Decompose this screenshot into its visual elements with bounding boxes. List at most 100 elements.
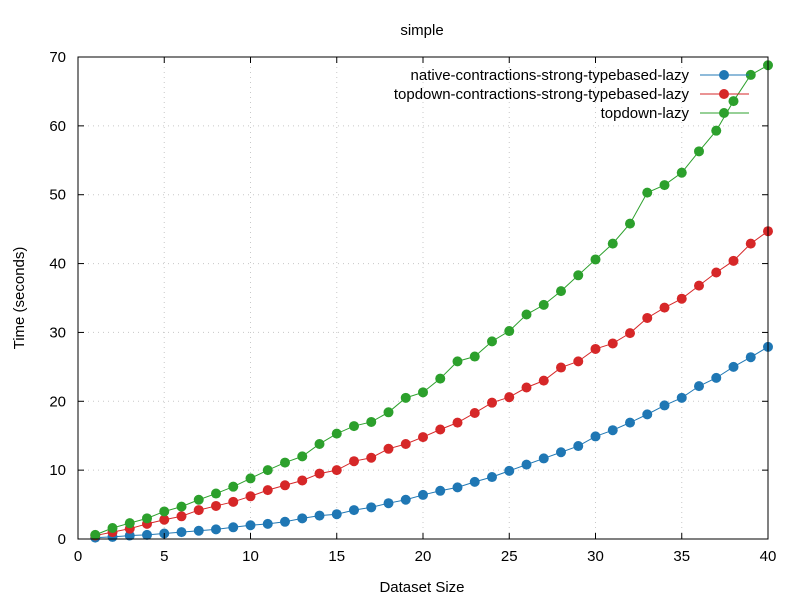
- data-point: [159, 506, 170, 517]
- data-point: [469, 407, 480, 418]
- data-point: [625, 218, 635, 229]
- data-point: [435, 485, 446, 496]
- y-tick-label: 20: [49, 393, 66, 410]
- data-point: [228, 496, 239, 507]
- data-point: [487, 336, 497, 347]
- data-point: [418, 432, 428, 443]
- data-point: [211, 500, 221, 511]
- data-point: [728, 255, 739, 266]
- y-tick-label: 60: [49, 118, 66, 135]
- x-tick-label: 0: [74, 548, 82, 565]
- data-point: [504, 326, 515, 337]
- grid-lines: [78, 57, 768, 539]
- data-point: [659, 180, 670, 191]
- data-point: [504, 392, 515, 403]
- data-point: [176, 501, 187, 512]
- data-point: [711, 125, 722, 136]
- data-point: [694, 280, 704, 291]
- data-point: [297, 513, 308, 524]
- data-point: [625, 328, 635, 339]
- data-point: [193, 494, 204, 505]
- data-point: [245, 491, 256, 502]
- x-tick-label: 20: [415, 548, 432, 565]
- data-point: [262, 485, 273, 496]
- series-line: [95, 230, 769, 537]
- data-point: [331, 465, 342, 476]
- y-tick-label: 10: [49, 462, 66, 479]
- data-point: [590, 431, 601, 442]
- data-point: [556, 362, 566, 373]
- data-point: [400, 494, 411, 505]
- data-point: [504, 465, 515, 476]
- data-point: [538, 375, 549, 386]
- data-point: [142, 529, 152, 540]
- data-point: [383, 498, 394, 509]
- data-point: [435, 373, 446, 384]
- data-point: [435, 424, 446, 435]
- y-tick-label: 50: [49, 187, 66, 204]
- data-point: [607, 338, 618, 349]
- data-point: [142, 513, 152, 524]
- x-tick-label: 15: [328, 548, 345, 565]
- data-point: [538, 453, 549, 464]
- data-point: [452, 356, 463, 367]
- data-point: [659, 400, 670, 411]
- x-tick-label: 30: [587, 548, 604, 565]
- data-point: [314, 510, 325, 521]
- data-point: [297, 451, 308, 462]
- legend-label: topdown-contractions-strong-typebased-la…: [394, 86, 690, 103]
- x-tick-label: 10: [242, 548, 259, 565]
- series-3: [90, 60, 773, 540]
- data-point: [383, 407, 394, 418]
- data-point: [728, 96, 739, 107]
- data-point: [314, 468, 325, 479]
- data-point: [573, 356, 584, 367]
- y-tick-label: 0: [58, 531, 66, 548]
- legend-marker: [719, 70, 729, 80]
- data-point: [694, 381, 704, 392]
- data-point: [228, 522, 239, 533]
- data-point: [262, 465, 273, 476]
- data-point: [469, 351, 480, 362]
- data-point: [280, 480, 290, 491]
- data-point: [193, 525, 204, 536]
- data-point: [728, 361, 739, 372]
- data-point: [573, 441, 584, 452]
- data-point: [556, 447, 566, 458]
- data-point: [659, 302, 670, 313]
- x-tick-label: 25: [501, 548, 518, 565]
- series-2: [90, 226, 773, 541]
- plot-series: [90, 60, 773, 543]
- data-point: [245, 520, 256, 531]
- data-point: [418, 387, 428, 398]
- data-point: [383, 443, 394, 454]
- legend-item: topdown-contractions-strong-typebased-la…: [394, 86, 749, 103]
- legend-item: native-contractions-strong-typebased-laz…: [411, 67, 749, 84]
- data-point: [418, 489, 428, 500]
- data-point: [349, 456, 359, 467]
- data-point: [90, 529, 101, 540]
- data-point: [487, 472, 497, 483]
- chart-title: simple: [400, 22, 443, 39]
- y-tick-label: 40: [49, 256, 66, 273]
- data-point: [159, 514, 170, 525]
- data-point: [745, 238, 756, 249]
- data-point: [573, 270, 584, 281]
- data-point: [366, 452, 377, 463]
- data-point: [521, 459, 532, 470]
- data-point: [176, 511, 187, 522]
- data-point: [245, 473, 256, 484]
- data-point: [124, 518, 135, 529]
- legend-label: topdown-lazy: [601, 105, 690, 122]
- data-point: [211, 524, 221, 535]
- data-point: [556, 286, 566, 297]
- data-point: [711, 267, 722, 278]
- data-point: [607, 425, 618, 436]
- data-point: [262, 518, 273, 529]
- legend-marker: [719, 89, 729, 99]
- data-point: [469, 476, 480, 487]
- data-point: [590, 343, 601, 354]
- data-point: [676, 392, 687, 403]
